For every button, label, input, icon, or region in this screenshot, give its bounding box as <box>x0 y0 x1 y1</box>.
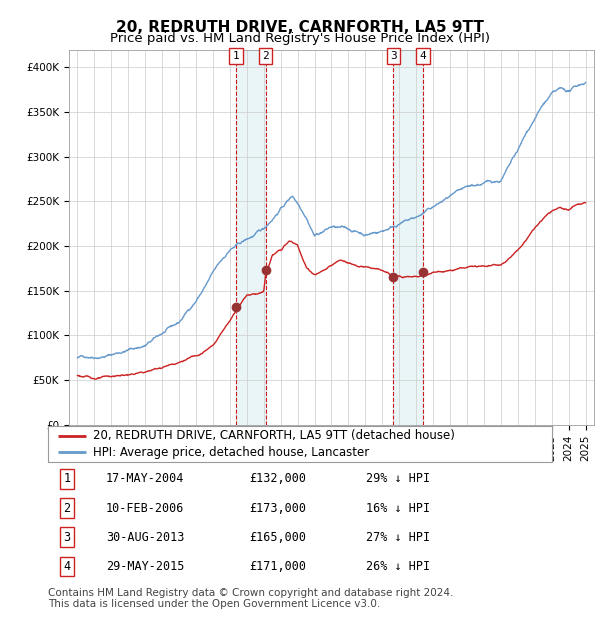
Text: 17-MAY-2004: 17-MAY-2004 <box>106 472 184 485</box>
Text: 30-AUG-2013: 30-AUG-2013 <box>106 531 184 544</box>
Text: 2: 2 <box>262 51 269 61</box>
Text: 3: 3 <box>390 51 397 61</box>
Text: £165,000: £165,000 <box>250 531 307 544</box>
Text: 4: 4 <box>420 51 427 61</box>
Text: 16% ↓ HPI: 16% ↓ HPI <box>365 502 430 515</box>
Text: 26% ↓ HPI: 26% ↓ HPI <box>365 560 430 573</box>
Text: Price paid vs. HM Land Registry's House Price Index (HPI): Price paid vs. HM Land Registry's House … <box>110 32 490 45</box>
Text: £132,000: £132,000 <box>250 472 307 485</box>
Text: 20, REDRUTH DRIVE, CARNFORTH, LA5 9TT (detached house): 20, REDRUTH DRIVE, CARNFORTH, LA5 9TT (d… <box>94 429 455 442</box>
Text: £171,000: £171,000 <box>250 560 307 573</box>
Bar <box>394 50 423 425</box>
Text: 10-FEB-2006: 10-FEB-2006 <box>106 502 184 515</box>
Text: 1: 1 <box>233 51 239 61</box>
Text: 27% ↓ HPI: 27% ↓ HPI <box>365 531 430 544</box>
Text: HPI: Average price, detached house, Lancaster: HPI: Average price, detached house, Lanc… <box>94 446 370 459</box>
Text: 1: 1 <box>64 472 71 485</box>
Text: 2: 2 <box>64 502 71 515</box>
Text: 4: 4 <box>64 560 71 573</box>
FancyBboxPatch shape <box>48 426 552 462</box>
Bar <box>236 50 266 425</box>
Text: £173,000: £173,000 <box>250 502 307 515</box>
Text: 3: 3 <box>64 531 71 544</box>
Text: 20, REDRUTH DRIVE, CARNFORTH, LA5 9TT: 20, REDRUTH DRIVE, CARNFORTH, LA5 9TT <box>116 20 484 35</box>
Text: 29-MAY-2015: 29-MAY-2015 <box>106 560 184 573</box>
Text: Contains HM Land Registry data © Crown copyright and database right 2024.
This d: Contains HM Land Registry data © Crown c… <box>48 588 454 609</box>
Text: 29% ↓ HPI: 29% ↓ HPI <box>365 472 430 485</box>
